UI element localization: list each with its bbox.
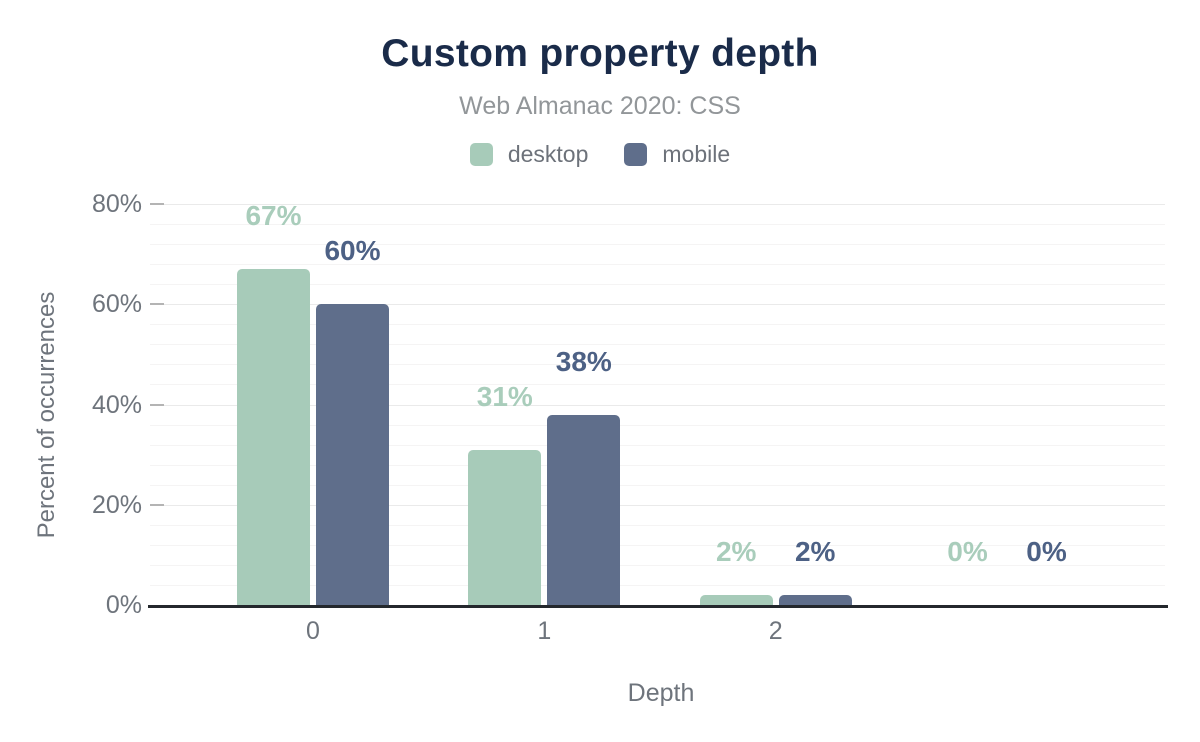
- major-gridline: [150, 404, 1165, 406]
- chart-title: Custom property depth: [381, 32, 819, 75]
- legend-item-mobile: mobile: [624, 141, 730, 168]
- bar-value-label-desktop: 67%: [245, 200, 302, 232]
- minor-gridline: [150, 284, 1165, 286]
- minor-gridline: [150, 264, 1165, 266]
- minor-gridline: [150, 224, 1165, 226]
- legend-swatch-desktop: [469, 143, 493, 166]
- y-tick-mark: [150, 403, 164, 406]
- legend-label-mobile: mobile: [662, 141, 731, 167]
- minor-gridline: [150, 544, 1165, 546]
- bar-value-label-mobile: 2%: [794, 536, 836, 567]
- minor-gridline: [150, 444, 1165, 446]
- x-tick-label: 0: [306, 617, 320, 645]
- bar-value-label-mobile: 60%: [324, 235, 381, 267]
- major-gridline: [150, 304, 1165, 306]
- chart-subtitle: Web Almanac 2020: CSS: [459, 92, 741, 120]
- x-axis-line: [148, 605, 1168, 608]
- minor-gridline: [150, 584, 1165, 586]
- minor-gridline: [150, 244, 1165, 246]
- y-tick-mark: [150, 303, 164, 306]
- bar-value-label-desktop: 0%: [947, 536, 988, 567]
- legend: desktop mobile: [0, 141, 1200, 168]
- y-tick-label: 0%: [105, 591, 142, 619]
- minor-gridline: [150, 384, 1165, 386]
- minor-gridline: [150, 484, 1165, 486]
- y-tick-mark: [150, 203, 164, 205]
- major-gridline: [150, 504, 1165, 506]
- y-axis-title: Percent of occurrences: [33, 291, 60, 539]
- bar-mobile-0[interactable]: [316, 304, 389, 605]
- legend-label-desktop: desktop: [507, 141, 589, 167]
- y-tick-label: 40%: [91, 390, 142, 419]
- minor-gridline: [150, 464, 1165, 466]
- bar-value-label-mobile: 0%: [1026, 536, 1067, 567]
- bar-desktop-1[interactable]: [468, 449, 542, 605]
- bar-value-label-desktop: 2%: [715, 536, 757, 567]
- minor-gridline: [150, 344, 1165, 346]
- minor-gridline: [150, 564, 1165, 566]
- legend-item-desktop: desktop: [469, 141, 589, 168]
- bar-desktop-0[interactable]: [237, 269, 310, 605]
- minor-gridline: [150, 364, 1165, 366]
- bar-value-label-mobile: 38%: [555, 345, 612, 377]
- x-tick-label: 2: [768, 617, 783, 645]
- minor-gridline: [150, 524, 1165, 526]
- x-tick-label: 1: [537, 617, 552, 645]
- y-tick-label: 60%: [91, 290, 142, 319]
- y-tick-mark: [150, 503, 164, 506]
- bar-mobile-1[interactable]: [547, 414, 621, 605]
- y-tick-label: 80%: [91, 190, 142, 218]
- bar-value-label-desktop: 31%: [476, 380, 533, 412]
- legend-swatch-mobile: [624, 143, 648, 166]
- major-gridline: [150, 204, 1165, 205]
- minor-gridline: [150, 324, 1165, 326]
- bar-mobile-2[interactable]: [778, 594, 852, 605]
- x-axis-title: Depth: [627, 679, 695, 707]
- y-tick-label: 20%: [91, 490, 142, 519]
- bar-desktop-2[interactable]: [699, 594, 773, 605]
- minor-gridline: [150, 424, 1165, 426]
